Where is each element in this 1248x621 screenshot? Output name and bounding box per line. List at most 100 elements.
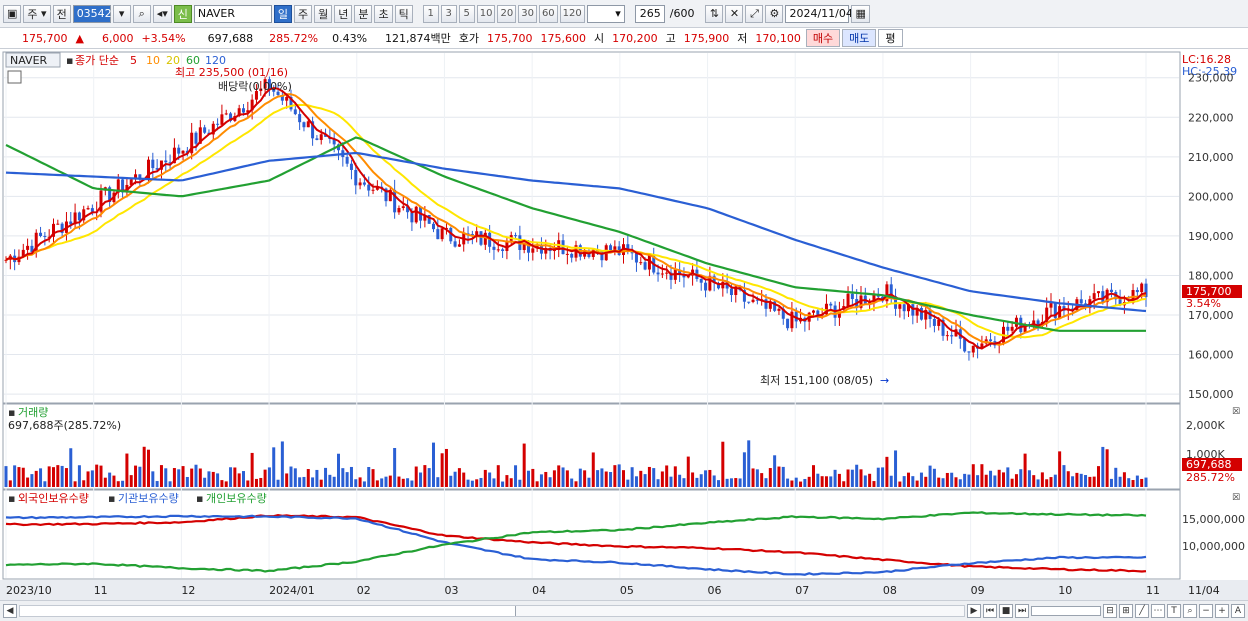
minute-120[interactable]: 120 [559,4,585,23]
high-annotation: 최고 235,500 (01/16) [175,66,288,79]
period-tick[interactable]: 틱 [394,4,413,23]
speaker-icon[interactable]: ◂▾ [152,4,172,23]
volume-bar [172,468,176,487]
period-week[interactable]: 주 [293,4,313,23]
candle-body [699,278,703,283]
candle-body [989,339,993,342]
volume-bar [164,468,168,487]
period-month[interactable]: 월 [314,4,333,23]
volume-bar [233,467,237,487]
minute-10[interactable]: 10 [476,4,496,23]
scroll-thumb[interactable] [515,606,964,616]
volume-bar [168,481,172,487]
candle-body [367,184,371,191]
x-axis: 2023/10 11 12 2024/01 02 03 04 05 06 07 08 09 10 11 11… [6,584,1220,597]
minute-5[interactable]: 5 [458,4,475,23]
volume-bar [254,478,258,487]
ma-label: 종가 단순 [75,54,119,67]
period-day[interactable]: 일 [273,4,292,23]
magnify-icon[interactable]: ⌕ [1183,604,1197,618]
minute-60[interactable]: 60 [538,4,558,23]
volume-bar [1114,467,1118,487]
candle-body [280,95,284,101]
volume-bar [1066,471,1070,487]
candle-body [971,345,975,353]
volume-bar [842,481,846,487]
period-minute[interactable]: 분 [354,4,373,23]
compare-icon[interactable]: ⇅ [705,4,724,23]
gear-icon[interactable]: ⚙ [765,4,784,23]
volume-bar [259,477,263,487]
period-second[interactable]: 초 [374,4,393,23]
period-year[interactable]: 년 [334,4,353,23]
chart-area[interactable]: NAVER ▪ 종가 단순 5 10 20 60 120 LC:16.28 HC… [0,50,1248,600]
date-input[interactable]: 2024/11/04 [785,4,853,23]
layout-icon[interactable]: ▣ [3,4,22,23]
holder-line [5,514,1147,576]
volume-bar [1109,478,1113,487]
fast-forward-icon[interactable]: ⏭ [1015,604,1029,618]
turnover-rate: 0.43% [332,31,368,45]
volume-bar [380,478,384,487]
minute-30[interactable]: 30 [518,4,537,23]
interval-dropdown[interactable]: ▾ [586,4,625,23]
minute-3[interactable]: 3 [440,4,457,23]
candle-body [872,293,876,303]
holder-close-icon[interactable]: ☒ [1232,493,1240,503]
text-tool-icon[interactable]: T [1167,604,1181,618]
candle-body [306,121,310,128]
dropdown-arrow-icon[interactable]: ▾ [112,4,131,23]
high-label: 고 [665,32,676,45]
rewind-icon[interactable]: ⏮ [983,604,997,618]
crosshair-icon[interactable]: ✕ [725,4,744,23]
scroll-right-icon[interactable]: ▶ [967,604,981,618]
search-icon[interactable]: ⌕ [132,4,151,23]
scroll-track[interactable] [19,605,965,617]
prev-button[interactable]: 전 [52,4,71,23]
stock-code-input[interactable]: 035420 [72,4,119,23]
candle-body [885,284,889,302]
table-icon[interactable] [7,70,22,84]
volume-bar [622,470,625,487]
volume-readout: 697,688주(285.72%) [8,419,121,432]
x-tick-label: 12 [181,584,195,597]
chart-type-select[interactable]: 주 ▾ [23,4,51,23]
scroll-left-icon[interactable]: ◀ [3,604,17,618]
candle-body [34,232,38,252]
volume-bar [311,477,315,487]
count-total: /600 [669,7,695,20]
volume-bar [1131,480,1135,487]
volume-bar [911,476,915,487]
calendar-icon[interactable]: ▦ [851,4,870,23]
volume-bar [971,464,975,487]
candle-body [531,248,535,253]
minus-icon[interactable]: − [1199,604,1213,618]
trend-icon[interactable]: ╱ [1135,604,1149,618]
volume-bar [984,474,988,487]
draw-icon[interactable]: ⤢ [745,4,764,23]
chart-svg[interactable]: NAVER ▪ 종가 단순 5 10 20 60 120 LC:16.28 HC… [0,50,1248,600]
volume-bar [432,442,435,487]
buy-button[interactable]: 매수 [805,29,841,47]
volume-close-icon[interactable]: ☒ [1232,407,1240,417]
minute-20[interactable]: 20 [497,4,517,23]
sell-button[interactable]: 매도 [842,29,877,47]
plus-icon[interactable]: + [1215,604,1229,618]
font-size-icon[interactable]: A [1231,604,1245,618]
minute-1[interactable]: 1 [422,4,439,23]
stop-icon[interactable]: ■ [999,604,1013,618]
eval-button[interactable]: 평 [878,29,903,47]
volume-bar [393,447,397,487]
volume-bar [349,466,353,487]
up-arrow-icon: ▲ [75,31,84,45]
zoom-out-icon[interactable]: ⊟ [1103,604,1117,618]
volume-bar [302,476,306,487]
zoom-slider[interactable] [1031,606,1101,616]
x-tick-label: 2024/01 [269,584,315,597]
count-input[interactable]: 265 [634,4,665,23]
fib-icon[interactable]: ⋯ [1151,604,1165,618]
horizontal-scrollbar[interactable]: ◀ ▶ ⏮ ■ ⏭ ⊟ ⊞ ╱ ⋯ T ⌕ − + A [0,600,1248,621]
tools-icon[interactable]: ⊞ [1119,604,1133,618]
stock-name-field[interactable]: NAVER [193,4,272,23]
candle-body [734,286,738,296]
